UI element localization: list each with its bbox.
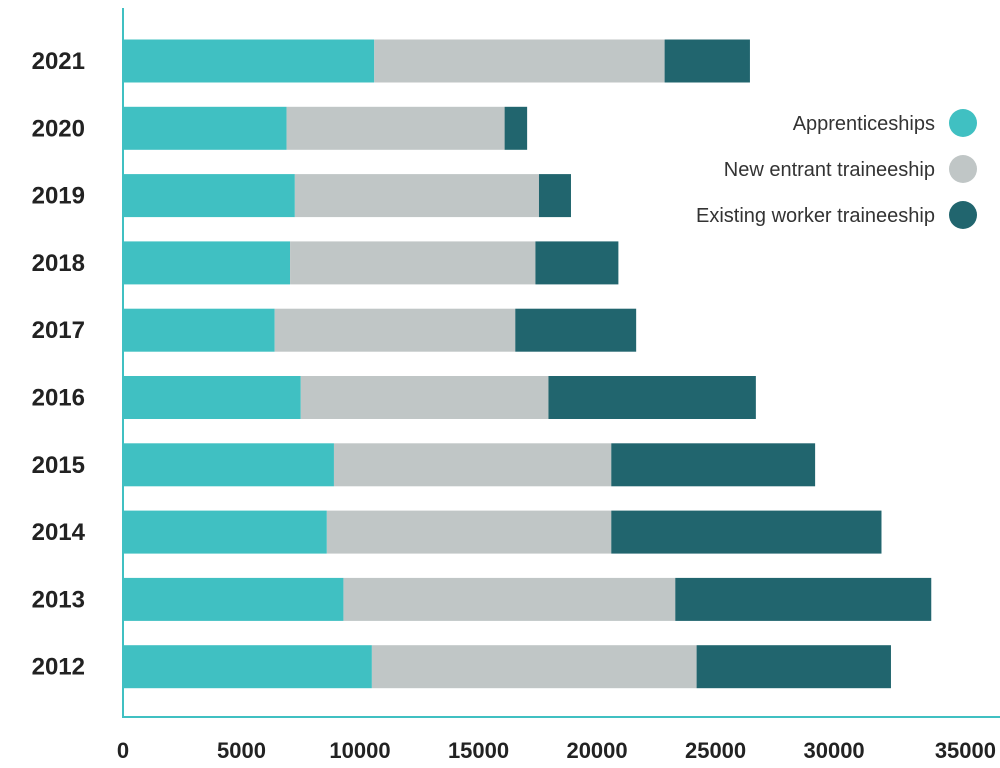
legend-swatch-series-3 xyxy=(949,201,977,229)
bar-2019-series-1 xyxy=(123,174,295,218)
bar-2018-series-2 xyxy=(290,241,536,285)
bar-2019-series-2 xyxy=(294,174,539,218)
category-label-2016: 2016 xyxy=(32,385,85,412)
x-tick-label-25000: 25000 xyxy=(685,738,746,763)
bars-layer xyxy=(123,39,932,689)
category-label-2018: 2018 xyxy=(32,250,85,277)
bar-2018-series-3 xyxy=(535,241,619,285)
x-tick-label-20000: 20000 xyxy=(566,738,627,763)
x-tick-labels: 0 5000 10000 15000 20000 25000 30000 35000 xyxy=(117,738,996,763)
bar-2021-series-3 xyxy=(664,39,750,83)
bar-2021-series-1 xyxy=(123,39,375,83)
bar-2020-series-3 xyxy=(504,106,528,150)
bar-2017-series-3 xyxy=(515,308,637,352)
category-label-2013: 2013 xyxy=(32,586,85,613)
bar-2013-series-3 xyxy=(675,577,932,621)
bar-2016-series-3 xyxy=(548,376,756,419)
x-tick-label-35000: 35000 xyxy=(935,738,996,763)
x-tick-label-15000: 15000 xyxy=(448,738,509,763)
category-labels: 2021 2020 2019 2018 2017 2016 2015 2014 2013 2012 xyxy=(32,48,86,681)
bar-2017-series-1 xyxy=(123,308,275,352)
bar-2019-series-3 xyxy=(538,174,571,218)
bar-2012-series-1 xyxy=(123,645,372,689)
legend-label-series-2: New entrant traineeship xyxy=(724,159,935,181)
category-label-2012: 2012 xyxy=(32,654,85,681)
bar-2015-series-1 xyxy=(123,443,334,487)
category-label-2021: 2021 xyxy=(32,48,85,75)
bar-2018-series-1 xyxy=(123,241,291,285)
category-label-2020: 2020 xyxy=(32,115,85,142)
legend-swatch-series-1 xyxy=(949,109,977,137)
x-tick-label-10000: 10000 xyxy=(329,738,390,763)
bar-2012-series-2 xyxy=(371,645,697,689)
bar-2013-series-1 xyxy=(123,577,344,621)
bar-2017-series-2 xyxy=(274,308,516,352)
bar-2016-series-2 xyxy=(300,376,549,419)
bar-2021-series-2 xyxy=(374,39,665,83)
legend-label-series-3: Existing worker traineeship xyxy=(696,205,935,227)
legend-label-series-1: Apprenticeships xyxy=(793,113,935,135)
bar-2012-series-3 xyxy=(696,645,891,689)
bar-2014-series-2 xyxy=(326,510,612,554)
x-tick-label-30000: 30000 xyxy=(803,738,864,763)
legend: Apprenticeships New entrant traineeship Ex… xyxy=(696,109,977,229)
x-tick-label-5000: 5000 xyxy=(217,738,266,763)
bar-2020-series-1 xyxy=(123,106,287,150)
category-label-2019: 2019 xyxy=(32,183,85,210)
bar-2016-series-1 xyxy=(123,376,301,419)
bar-2020-series-2 xyxy=(286,106,505,150)
bar-2015-series-3 xyxy=(611,443,816,487)
category-label-2017: 2017 xyxy=(32,317,85,344)
category-label-2015: 2015 xyxy=(32,452,85,479)
bar-2013-series-2 xyxy=(343,577,676,621)
bar-2014-series-3 xyxy=(611,510,882,554)
bar-2014-series-1 xyxy=(123,510,327,554)
x-tick-label-0: 0 xyxy=(117,738,129,763)
legend-swatch-series-2 xyxy=(949,155,977,183)
category-label-2014: 2014 xyxy=(32,519,86,546)
bar-2015-series-2 xyxy=(333,443,612,487)
